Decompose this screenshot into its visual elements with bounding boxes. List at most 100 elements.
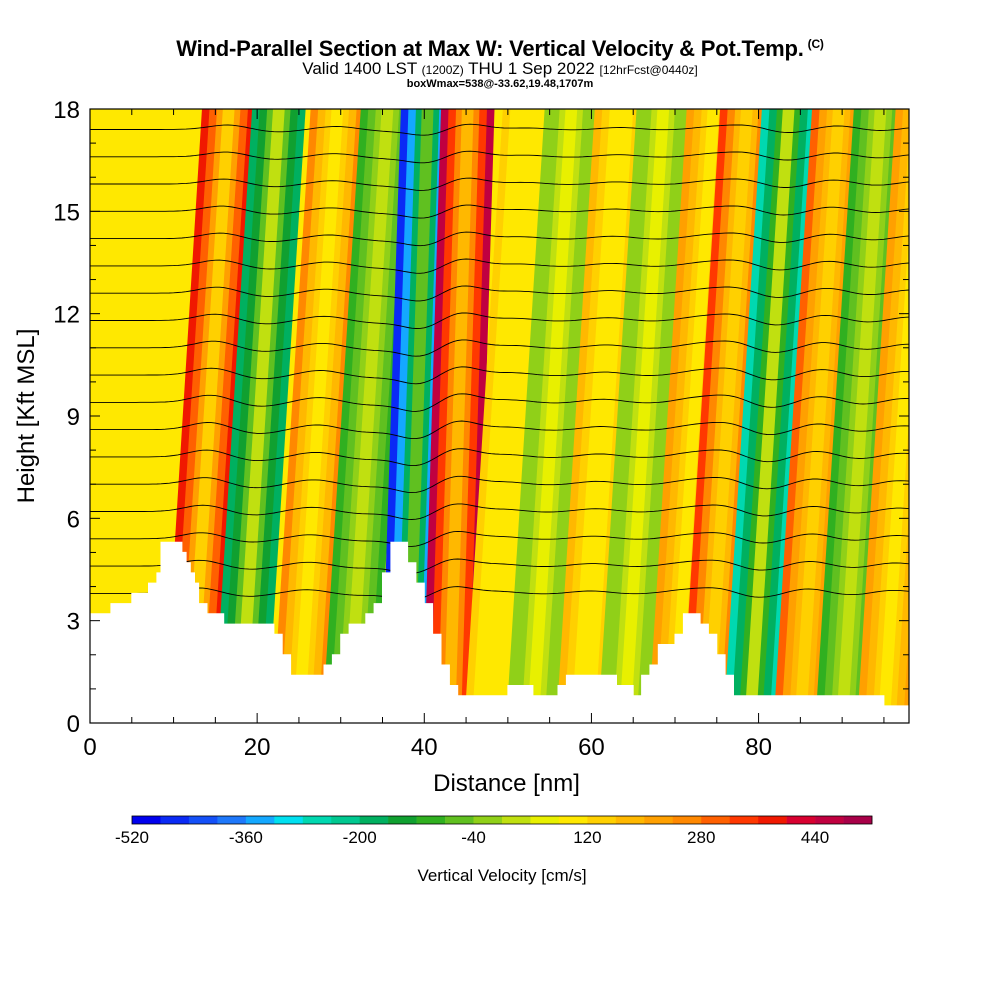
valid-time: Valid 1400 LST xyxy=(302,59,417,78)
velocity-band xyxy=(857,109,909,723)
colorbar-swatch xyxy=(815,816,844,824)
terrain xyxy=(90,541,909,723)
chart-title: Wind-Parallel Section at Max W: Vertical… xyxy=(0,36,1000,62)
velocity-band-tier xyxy=(234,109,285,723)
colorbar-swatch xyxy=(558,816,588,824)
colorbar-swatch xyxy=(729,816,759,824)
velocity-band-tier xyxy=(669,109,720,723)
isentrope-line xyxy=(90,285,909,302)
colorbar-swatch xyxy=(445,816,474,824)
velocity-band-tier xyxy=(878,229,909,723)
colorbar-label: -520 xyxy=(115,828,149,847)
colorbar-swatch xyxy=(843,816,873,824)
velocity-band-tier xyxy=(485,109,536,723)
colorbar-label: -40 xyxy=(461,828,486,847)
velocity-band-tier xyxy=(443,109,474,723)
velocity-band xyxy=(506,109,599,723)
colorbar-swatch xyxy=(672,816,702,824)
colorbar-swatch xyxy=(160,816,190,824)
colorbar-swatch xyxy=(416,816,446,824)
colorbar-swatch xyxy=(758,816,787,824)
colorbar-swatch xyxy=(217,816,247,824)
isentrope-line xyxy=(90,558,909,574)
colorbar-swatch xyxy=(388,816,417,824)
velocity-band-tier xyxy=(836,109,887,723)
isentrope-line xyxy=(90,258,909,274)
colorbar: -520 -360 -200 -40 120 280 440 Vertical Velocit… xyxy=(115,815,873,885)
x-tick-label: 80 xyxy=(745,734,772,761)
colorbar-swatch xyxy=(132,816,161,824)
velocity-band-tier xyxy=(702,109,753,723)
colorbar-swatch xyxy=(701,816,730,824)
axes: 0 20 40 60 80 0 3 6 9 12 15 18 Distance [nm] Height [… xyxy=(13,97,910,797)
colorbar-swatch xyxy=(359,816,389,824)
y-axis-label: Height [Kft MSL] xyxy=(13,329,40,504)
colorbar-swatch xyxy=(644,816,674,824)
colorbar-label: 280 xyxy=(687,828,715,847)
colorbar-frame xyxy=(131,815,873,825)
forecast-run: [12hrFcst@0440z] xyxy=(599,63,698,77)
velocity-band xyxy=(213,109,306,723)
velocity-band xyxy=(815,109,908,723)
isentrope-line xyxy=(90,123,909,136)
isentrope-line xyxy=(90,393,909,412)
x-tick-label: 40 xyxy=(411,734,438,761)
velocity-band xyxy=(598,109,691,723)
colorbar-swatch xyxy=(302,816,332,824)
copyright-mark: (C) xyxy=(807,36,824,51)
isentrope-line xyxy=(90,586,909,601)
y-tick-label: 12 xyxy=(53,302,80,329)
colorbar-swatch xyxy=(587,816,617,824)
colorbar-label: -200 xyxy=(343,828,377,847)
colorbar-swatch xyxy=(530,816,560,824)
velocity-band-tier xyxy=(794,109,845,723)
isentrope-line xyxy=(90,231,909,247)
velocity-band-tier xyxy=(577,109,628,723)
isentrope-line xyxy=(90,448,909,467)
y-tick-label: 18 xyxy=(53,97,80,124)
colorbar-swatch xyxy=(502,816,531,824)
colorbar-swatch xyxy=(786,816,816,824)
velocity-band xyxy=(422,109,495,723)
isentrope-line xyxy=(90,339,909,357)
y-tick-label: 15 xyxy=(53,199,80,226)
colorbar-label: 120 xyxy=(573,828,601,847)
velocity-band xyxy=(464,109,557,723)
isentrope-line xyxy=(90,150,909,164)
isentrope-line xyxy=(90,420,909,440)
y-tick-label: 9 xyxy=(67,404,80,431)
isentrope-line xyxy=(90,503,909,520)
y-tick-label: 0 xyxy=(67,711,80,738)
box-info: boxWmax=538@-33.62,19.48,1707m xyxy=(406,78,594,90)
velocity-band-tier xyxy=(872,135,909,723)
colorbar-title: Vertical Velocity [cm/s] xyxy=(417,866,586,885)
x-tick-label: 20 xyxy=(244,734,271,761)
isentrope-line xyxy=(90,204,909,219)
isentrope-line xyxy=(90,475,909,494)
velocity-band-tier xyxy=(343,109,394,723)
velocity-band-tier xyxy=(527,109,578,723)
isentrope-line xyxy=(90,530,909,547)
chart-title-text: Wind-Parallel Section at Max W: Vertical… xyxy=(176,36,804,61)
colorbar-swatch xyxy=(473,816,503,824)
valid-date: THU 1 Sep 2022 xyxy=(468,59,595,78)
y-tick-label: 6 xyxy=(67,506,80,533)
valid-utc: (1200Z) xyxy=(421,63,464,77)
colorbar-swatch xyxy=(274,816,304,824)
velocity-band xyxy=(322,109,415,723)
colorbar-swatch xyxy=(188,816,218,824)
colorbar-label: -360 xyxy=(229,828,263,847)
y-tick-label: 3 xyxy=(67,609,80,636)
chart-subtitle: Valid 1400 LST (1200Z) THU 1 Sep 2022 [1… xyxy=(0,59,1000,79)
colorbar-swatch xyxy=(615,816,645,824)
x-axis-label: Distance [nm] xyxy=(433,770,580,797)
velocity-band-tier xyxy=(184,109,235,723)
x-tick-label: 0 xyxy=(83,734,96,761)
isentrope-line xyxy=(90,312,909,329)
velocity-band-tier xyxy=(619,109,670,723)
x-tick-label: 60 xyxy=(578,734,605,761)
terrain-mask xyxy=(90,541,909,723)
isentrope-contours xyxy=(90,123,909,601)
colorbar-label: 440 xyxy=(801,828,829,847)
